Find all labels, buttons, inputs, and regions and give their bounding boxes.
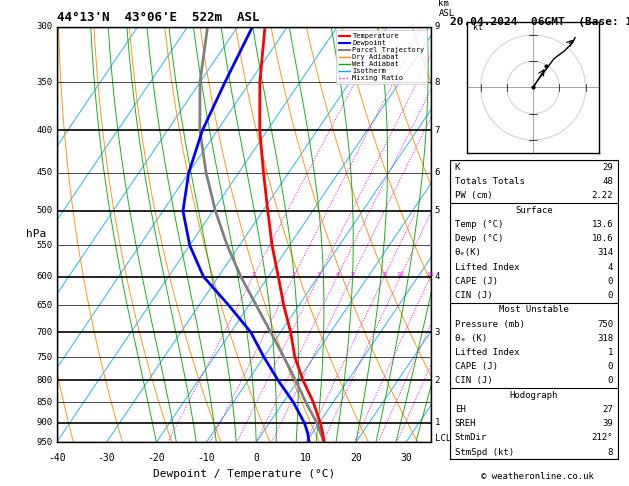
Text: 314: 314 [597,248,613,258]
Text: PW (cm): PW (cm) [455,191,493,200]
Text: Lifted Index: Lifted Index [455,348,520,357]
Text: EH: EH [455,405,465,414]
Text: 4: 4 [608,262,613,272]
Text: 350: 350 [36,78,53,87]
Text: 450: 450 [36,168,53,177]
Text: 48: 48 [603,177,613,186]
Text: 2: 2 [435,376,440,385]
Text: 27: 27 [603,405,613,414]
Text: -20: -20 [148,452,165,463]
Text: 10: 10 [300,452,312,463]
Text: 900: 900 [36,418,53,427]
Text: 2: 2 [292,272,296,277]
Text: Surface: Surface [515,206,553,215]
Text: 0: 0 [608,277,613,286]
Text: 8: 8 [382,272,386,277]
Text: -30: -30 [97,452,115,463]
Text: hPa: hPa [26,229,46,240]
Text: 30: 30 [400,452,412,463]
Text: 0: 0 [608,291,613,300]
Text: Pressure (mb): Pressure (mb) [455,320,525,329]
Text: 5: 5 [350,272,354,277]
Text: K: K [455,163,460,172]
Text: 1: 1 [435,418,440,427]
Text: 950: 950 [36,438,53,447]
Text: 13.6: 13.6 [592,220,613,229]
Text: 4: 4 [335,272,339,277]
Legend: Temperature, Dewpoint, Parcel Trajectory, Dry Adiabat, Wet Adiabat, Isotherm, Mi: Temperature, Dewpoint, Parcel Trajectory… [337,30,427,84]
Text: 850: 850 [36,398,53,407]
Text: © weatheronline.co.uk: © weatheronline.co.uk [481,472,594,481]
Text: 0: 0 [608,362,613,371]
Text: 7: 7 [435,126,440,135]
Text: km
ASL: km ASL [438,0,455,18]
Text: CAPE (J): CAPE (J) [455,277,498,286]
Text: 750: 750 [597,320,613,329]
Text: 1: 1 [608,348,613,357]
Text: -10: -10 [198,452,215,463]
Text: θₑ (K): θₑ (K) [455,334,487,343]
Text: 700: 700 [36,328,53,337]
Text: 800: 800 [36,376,53,385]
Text: 600: 600 [36,272,53,281]
Text: 9: 9 [435,22,440,31]
Text: Most Unstable: Most Unstable [499,305,569,314]
Text: 550: 550 [36,241,53,250]
Text: CIN (J): CIN (J) [455,377,493,385]
Text: Dewpoint / Temperature (°C): Dewpoint / Temperature (°C) [153,469,335,479]
Text: Dewp (°C): Dewp (°C) [455,234,503,243]
Text: -40: -40 [48,452,65,463]
Text: kt: kt [473,23,482,32]
Text: 39: 39 [603,419,613,428]
Text: CAPE (J): CAPE (J) [455,362,498,371]
Text: 0: 0 [608,377,613,385]
Text: 20: 20 [350,452,362,463]
Text: Lifted Index: Lifted Index [455,262,520,272]
Text: 300: 300 [36,22,53,31]
Text: 5: 5 [435,207,440,215]
Text: θₑ(K): θₑ(K) [455,248,482,258]
Text: 44°13'N  43°06'E  522m  ASL: 44°13'N 43°06'E 522m ASL [57,11,259,24]
Text: 400: 400 [36,126,53,135]
Text: StmDir: StmDir [455,434,487,442]
Text: 4: 4 [435,272,440,281]
Text: 8: 8 [608,448,613,457]
Text: 3: 3 [435,328,440,337]
Text: 2.22: 2.22 [592,191,613,200]
Text: StmSpd (kt): StmSpd (kt) [455,448,514,457]
Text: 212°: 212° [592,434,613,442]
Text: Temp (°C): Temp (°C) [455,220,503,229]
Text: 10.6: 10.6 [592,234,613,243]
Text: Mixing Ratio (g/kg): Mixing Ratio (g/kg) [464,183,473,286]
Text: 29: 29 [603,163,613,172]
Text: 0: 0 [253,452,259,463]
Text: LCL: LCL [435,434,451,443]
Text: 650: 650 [36,301,53,310]
Text: 15: 15 [426,272,434,277]
Text: SREH: SREH [455,419,476,428]
Text: 20.04.2024  06GMT  (Base: 18): 20.04.2024 06GMT (Base: 18) [450,17,629,27]
Text: Totals Totals: Totals Totals [455,177,525,186]
Text: 3: 3 [317,272,321,277]
Text: 6: 6 [435,168,440,177]
Text: 500: 500 [36,207,53,215]
Text: 318: 318 [597,334,613,343]
Text: 10: 10 [396,272,404,277]
Text: 8: 8 [435,78,440,87]
Text: CIN (J): CIN (J) [455,291,493,300]
Text: Hodograph: Hodograph [510,391,558,399]
Text: 1: 1 [251,272,255,277]
Text: 750: 750 [36,352,53,362]
